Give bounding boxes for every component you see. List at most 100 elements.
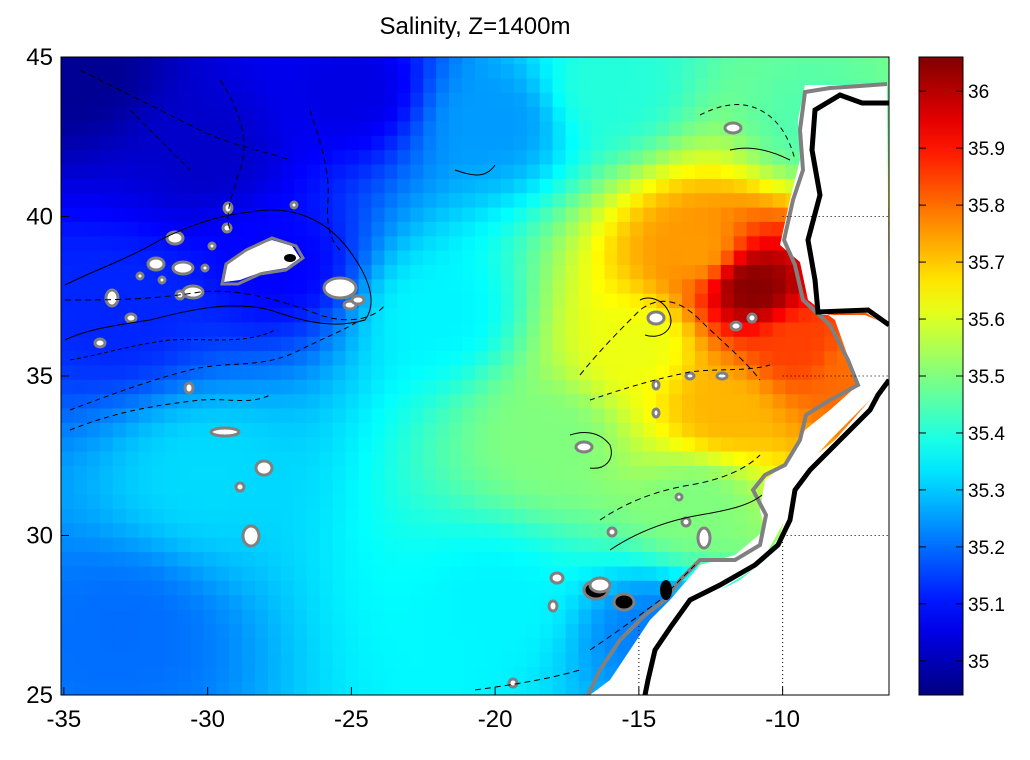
heatmap-cell — [707, 436, 722, 452]
heatmap-cell — [682, 422, 696, 438]
heatmap-cell — [475, 594, 489, 610]
heatmap-cell — [384, 321, 398, 337]
grid-lines — [638, 216, 889, 695]
heatmap-cell — [617, 293, 631, 309]
heatmap-cell — [449, 608, 463, 624]
heatmap-cell — [203, 92, 217, 108]
heatmap-cell — [682, 264, 696, 280]
heatmap-cell — [190, 494, 204, 509]
heatmap-cell — [487, 106, 502, 122]
heatmap-cell — [177, 565, 191, 581]
heatmap-cell — [410, 494, 424, 509]
bathymetry-contour-line — [589, 564, 696, 651]
heatmap-cell — [190, 336, 204, 352]
heatmap-cell — [332, 465, 347, 481]
heatmap-cell — [500, 465, 515, 481]
heatmap-cell — [410, 451, 424, 466]
heatmap-cell — [203, 623, 217, 639]
heatmap-cell — [332, 551, 347, 567]
heatmap-cell — [462, 57, 476, 64]
heatmap-cell — [371, 522, 385, 538]
heatmap-cell — [656, 479, 670, 495]
heatmap-cell — [112, 235, 127, 251]
heatmap-cell — [591, 608, 605, 624]
heatmap-cell — [462, 508, 476, 524]
heatmap-cell — [423, 77, 437, 93]
heatmap-cell — [410, 293, 424, 309]
heatmap-cell — [630, 293, 644, 309]
heatmap-cell — [423, 293, 437, 309]
heatmap-cell — [462, 206, 476, 222]
heatmap-cell — [539, 92, 554, 108]
heatmap-cell — [61, 608, 75, 624]
heatmap-cell — [112, 666, 127, 682]
heatmap-cell — [630, 522, 644, 538]
heatmap-cell — [707, 206, 722, 222]
heatmap-cell — [578, 192, 592, 208]
heatmap-cell — [617, 77, 631, 93]
heatmap-cell — [190, 637, 204, 653]
heatmap-cell — [539, 479, 554, 495]
heatmap-cell — [669, 106, 683, 122]
heatmap-cell — [578, 120, 592, 136]
heatmap-cell — [61, 494, 75, 509]
heatmap-cell — [268, 178, 282, 194]
heatmap-cell — [190, 321, 204, 337]
heatmap-cell — [669, 221, 683, 237]
heatmap-cell — [61, 206, 75, 222]
heatmap-cell — [332, 206, 347, 222]
heatmap-cell — [759, 307, 774, 323]
heatmap-cell — [591, 637, 605, 653]
heatmap-cell — [61, 594, 75, 610]
heatmap-cell — [164, 666, 178, 682]
heatmap-cell — [436, 135, 450, 151]
heatmap-cell — [617, 163, 631, 179]
heatmap-cell — [397, 57, 411, 64]
heatmap-cell — [397, 651, 411, 667]
heatmap-cell — [591, 623, 605, 639]
heatmap-cell — [345, 580, 360, 596]
heatmap-cell — [643, 551, 657, 567]
heatmap-cell — [164, 494, 178, 509]
x-tick-label: -15 — [622, 706, 657, 733]
heatmap-cell — [397, 364, 411, 380]
heatmap-cell — [61, 537, 75, 553]
heatmap-cell — [656, 57, 670, 64]
heatmap-cell — [86, 57, 101, 64]
heatmap-cell — [746, 77, 761, 93]
heatmap-cell — [358, 178, 373, 194]
heatmap-cell — [112, 120, 127, 136]
heatmap-cell — [293, 608, 308, 624]
heatmap-cell — [682, 221, 696, 237]
heatmap-cell — [216, 580, 230, 596]
heatmap-cell — [500, 163, 515, 179]
heatmap-cell — [604, 250, 618, 265]
heatmap-cell — [410, 321, 424, 337]
heatmap-cell — [578, 293, 592, 309]
heatmap-cell — [539, 206, 554, 222]
heatmap-cell — [86, 364, 101, 380]
heatmap-cell — [112, 57, 127, 64]
heatmap-cell — [656, 565, 670, 581]
heatmap-cell — [112, 307, 127, 323]
heatmap-cell — [138, 522, 153, 538]
island-contour — [729, 320, 743, 332]
heatmap-cell — [526, 422, 541, 438]
heatmap-cell — [513, 407, 528, 423]
heatmap-cell — [423, 594, 437, 610]
heatmap-cell — [513, 135, 528, 151]
heatmap-cell — [203, 494, 217, 509]
heatmap-cell — [526, 250, 541, 265]
heatmap-cell — [358, 436, 373, 452]
heatmap-cell — [462, 422, 476, 438]
heatmap-cell — [643, 206, 657, 222]
heatmap-cell — [565, 178, 580, 194]
heatmap-cell — [630, 465, 644, 481]
heatmap-cell — [759, 57, 774, 64]
heatmap-cell — [500, 250, 515, 265]
heatmap-cell — [630, 77, 644, 93]
heatmap-cell — [332, 77, 347, 93]
azores-island-black-2 — [284, 254, 296, 262]
heatmap-cell — [617, 120, 631, 136]
heatmap-cell — [656, 465, 670, 481]
